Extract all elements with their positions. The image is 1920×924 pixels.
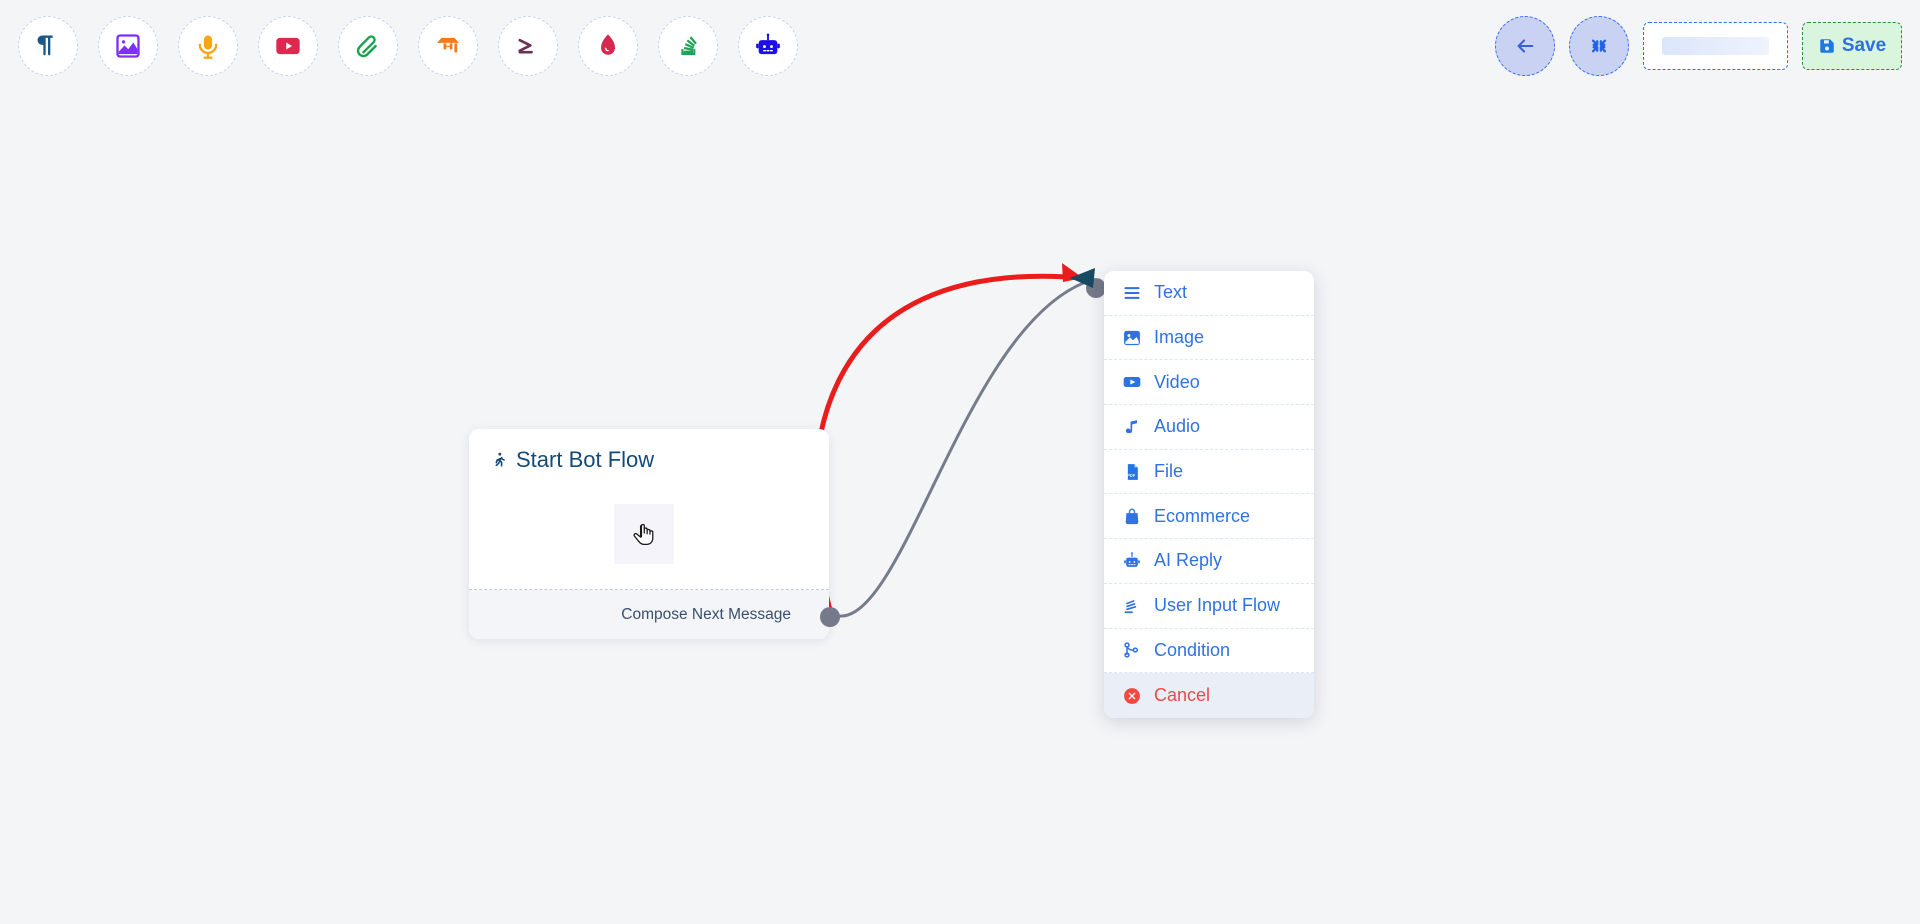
svg-text:PDF: PDF (1127, 473, 1136, 478)
